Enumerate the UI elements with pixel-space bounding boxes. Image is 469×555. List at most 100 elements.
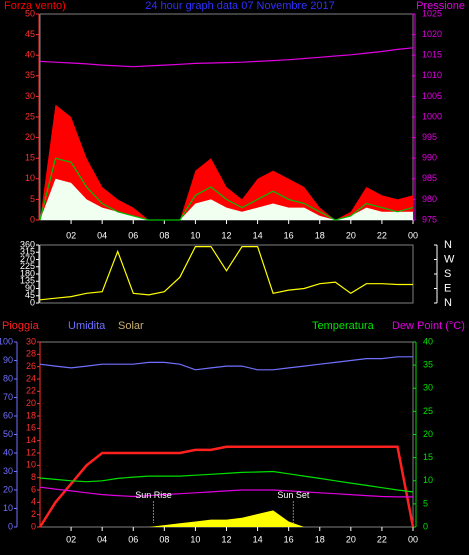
y-tick-label: 180 [20,268,35,278]
y-tick-label: 0 [30,297,35,307]
y2-tick-label: 1000 [422,111,442,121]
legend-label: Forza vento) [4,0,66,12]
y2-tick-label: N [444,239,452,251]
y3-tick-label: 26 [26,361,36,371]
y3-tick-label: 0 [31,521,36,531]
x-tick-label: 20 [346,230,356,240]
y-tick-label: 0 [8,521,13,531]
x-tick-label: 06 [128,230,138,240]
x-tick-label: 18 [315,230,325,240]
y3-tick-label: 6 [31,484,36,494]
series-line [39,246,413,301]
y3-tick-label: 8 [31,472,36,482]
y-tick-label: 35 [25,70,35,80]
legend-label: Pioggia [2,320,40,332]
y2-tick-label: 25 [423,406,433,416]
y-tick-label: 5 [30,194,35,204]
x-tick-label: 14 [253,534,263,544]
series-line [39,47,414,68]
y-tick-label: 90 [3,355,13,365]
x-tick-label: 18 [315,534,325,544]
y-tick-label: 50 [25,8,35,18]
y-tick-label: 50 [3,429,13,439]
x-tick-label: 22 [377,534,387,544]
y2-tick-label: 35 [423,360,433,370]
x-tick-label: 10 [190,230,200,240]
y2-tick-label: 10 [423,475,433,485]
legend-label: Pressione [416,0,465,12]
x-tick-label: 06 [128,534,138,544]
y2-tick-label: 1015 [422,50,442,60]
y3-tick-label: 20 [26,398,36,408]
series-line [39,486,413,498]
y-tick-label: 225 [20,261,35,271]
y3-tick-label: 16 [26,423,36,433]
y2-tick-label: E [444,282,451,294]
x-tick-label: 08 [159,534,169,544]
y-tick-label: 80 [3,373,13,383]
y2-tick-label: 15 [423,452,433,462]
y-tick-label: 30 [3,466,13,476]
series-line [38,445,415,528]
y2-tick-label: 0 [423,521,428,531]
y3-tick-label: 12 [26,447,36,457]
y3-tick-label: 24 [26,373,36,383]
y3-tick-label: 18 [26,410,36,420]
y-tick-label: 45 [25,290,35,300]
y-tick-label: 30 [25,91,35,101]
x-tick-label: 16 [284,230,294,240]
y-tick-label: 10 [25,173,35,183]
x-tick-label: 20 [346,534,356,544]
y2-tick-label: 40 [423,336,433,346]
y-tick-label: 100 [0,336,13,346]
plot-frame [39,341,414,528]
x-tick-label: 16 [284,534,294,544]
y2-tick-label: 980 [422,194,437,204]
chart-title: 24 hour graph data 07 Novembre 2017 [145,0,335,12]
y2-tick-label: 1020 [422,29,442,39]
y2-tick-label: N [444,297,452,309]
y2-tick-label: 990 [422,153,437,163]
x-tick-label: 04 [97,230,107,240]
series-line [39,470,414,493]
x-tick-label: 02 [66,230,76,240]
y-tick-label: 90 [25,283,35,293]
legend-label: Dew Point (°C) [392,320,465,332]
y-tick-label: 40 [3,447,13,457]
x-tick-label: 04 [97,534,107,544]
x-tick-label: 14 [253,230,263,240]
y2-tick-label: 1025 [422,8,442,18]
y-tick-label: 25 [25,111,35,121]
y2-tick-label: 30 [423,383,433,393]
legend-label: Solar [118,320,144,332]
annotation: Sun Set [277,490,310,500]
x-tick-label: 00 [408,534,418,544]
x-tick-label: 10 [190,534,200,544]
y3-tick-label: 14 [26,435,36,445]
series-line [39,356,413,371]
y-tick-label: 20 [3,484,13,494]
y-tick-label: 270 [20,254,35,264]
x-tick-label: 12 [221,534,231,544]
y3-tick-label: 30 [26,336,36,346]
x-tick-label: 00 [408,230,418,240]
y2-tick-label: 1005 [422,91,442,101]
y2-tick-label: 1010 [422,70,442,80]
y2-tick-label: 975 [422,214,437,224]
y-tick-label: 45 [25,29,35,39]
series-area [40,510,413,527]
y3-tick-label: 28 [26,349,36,359]
annotation: Sun Rise [135,490,172,500]
y2-tick-label: W [444,253,455,265]
y-tick-label: 20 [25,132,35,142]
legend-label: Umidita [68,320,106,332]
x-tick-label: 08 [159,230,169,240]
y3-tick-label: 22 [26,386,36,396]
y-tick-label: 360 [20,239,35,249]
series-line [39,157,414,221]
y3-tick-label: 2 [31,509,36,519]
y-tick-label: 135 [20,276,35,286]
y-tick-label: 40 [25,50,35,60]
y2-tick-label: 995 [422,132,437,142]
x-tick-label: 22 [377,230,387,240]
